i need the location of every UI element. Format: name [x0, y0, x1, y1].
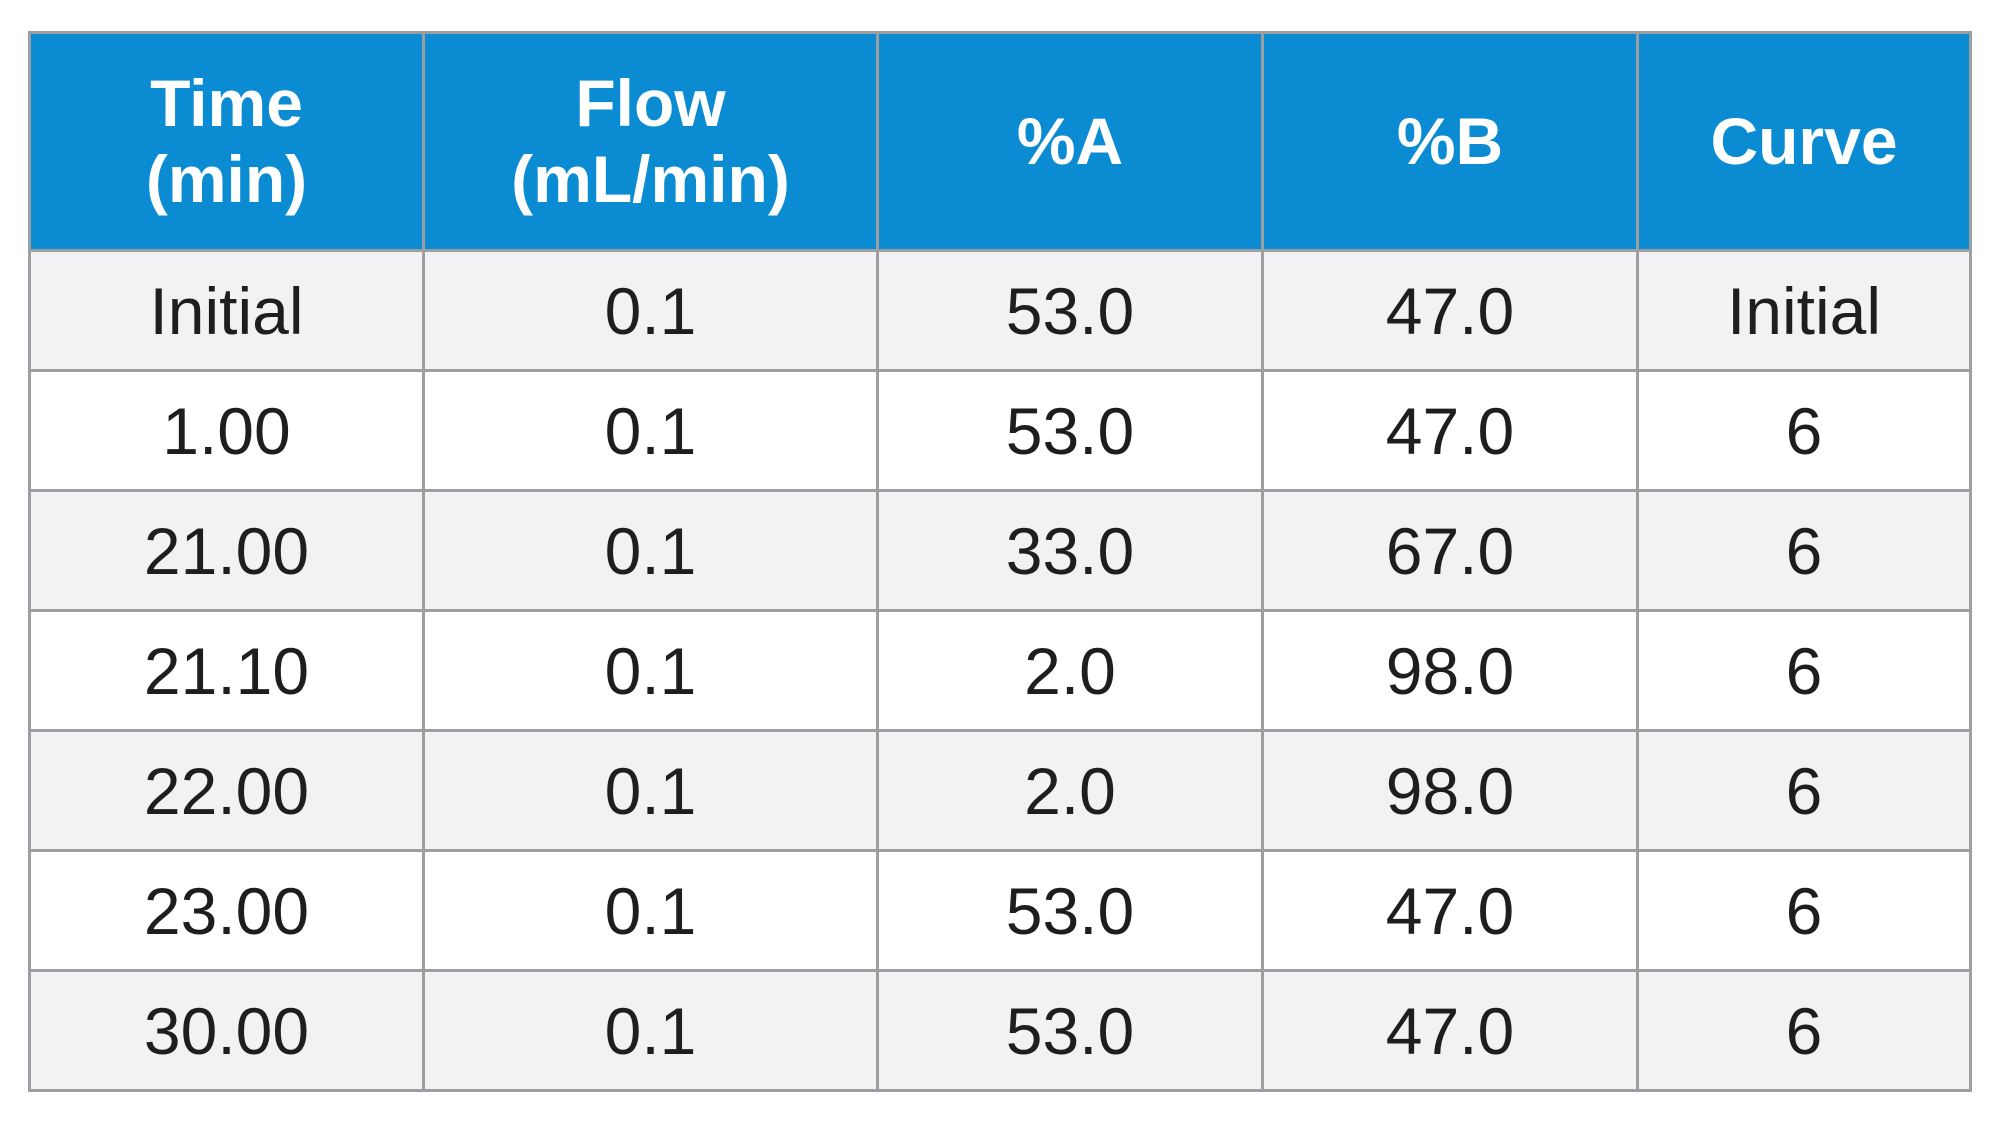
table-row: 21.00 0.1 33.0 67.0 6 — [28, 489, 1972, 612]
table-cell: 98.0 — [1261, 609, 1639, 732]
table-cell: 53.0 — [876, 249, 1264, 372]
table-row: Initial 0.1 53.0 47.0 Initial — [28, 249, 1972, 372]
header-cell: Time (min) — [28, 31, 425, 252]
table-cell: 0.1 — [422, 729, 879, 852]
table-cell: Initial — [1636, 249, 1972, 372]
header-cell: %B — [1261, 31, 1639, 252]
table-body: Initial 0.1 53.0 47.0 Initial 1.00 0.1 53.0 47.0… — [28, 249, 1972, 1092]
header-cell: Curve — [1636, 31, 1972, 252]
table-cell: 67.0 — [1261, 489, 1639, 612]
table-cell: 0.1 — [422, 849, 879, 972]
table-row: 1.00 0.1 53.0 47.0 6 — [28, 369, 1972, 492]
table-cell: 47.0 — [1261, 249, 1639, 372]
table-cell: 21.10 — [28, 609, 425, 732]
table-cell: 0.1 — [422, 969, 879, 1092]
table-cell: 6 — [1636, 609, 1972, 732]
table-cell: 2.0 — [876, 609, 1264, 732]
table-row: 22.00 0.1 2.0 98.0 6 — [28, 729, 1972, 852]
table-cell: 0.1 — [422, 369, 879, 492]
table-cell: 22.00 — [28, 729, 425, 852]
table-cell: 6 — [1636, 369, 1972, 492]
table-cell: 47.0 — [1261, 369, 1639, 492]
table-cell: 47.0 — [1261, 969, 1639, 1092]
table-cell: 47.0 — [1261, 849, 1639, 972]
table-cell: 53.0 — [876, 969, 1264, 1092]
table-cell: 6 — [1636, 489, 1972, 612]
table-cell: 98.0 — [1261, 729, 1639, 852]
table-cell: 2.0 — [876, 729, 1264, 852]
table-cell: 30.00 — [28, 969, 425, 1092]
table-cell: 6 — [1636, 729, 1972, 852]
header-row: Time (min) Flow (mL/min) %A %B Curve — [28, 31, 1972, 252]
table-cell: 0.1 — [422, 609, 879, 732]
gradient-table: Time (min) Flow (mL/min) %A %B Curve Initial… — [28, 31, 1972, 1092]
table-row: 23.00 0.1 53.0 47.0 6 — [28, 849, 1972, 972]
table-cell: 6 — [1636, 969, 1972, 1092]
table-cell: 6 — [1636, 849, 1972, 972]
table-cell: 33.0 — [876, 489, 1264, 612]
table-row: 30.00 0.1 53.0 47.0 6 — [28, 969, 1972, 1092]
table-cell: 0.1 — [422, 249, 879, 372]
header-cell: %A — [876, 31, 1264, 252]
table-cell: 23.00 — [28, 849, 425, 972]
table-cell: 1.00 — [28, 369, 425, 492]
table-cell: Initial — [28, 249, 425, 372]
header-cell: Flow (mL/min) — [422, 31, 879, 252]
table-cell: 0.1 — [422, 489, 879, 612]
table-cell: 21.00 — [28, 489, 425, 612]
table-cell: 53.0 — [876, 369, 1264, 492]
table-row: 21.10 0.1 2.0 98.0 6 — [28, 609, 1972, 732]
table-cell: 53.0 — [876, 849, 1264, 972]
